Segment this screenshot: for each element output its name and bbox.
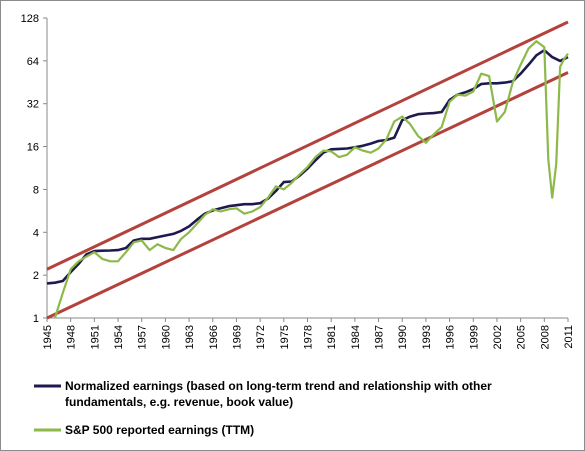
x-tick-label: 1963 <box>184 325 196 349</box>
y-tick-label: 32 <box>27 99 39 111</box>
y-tick-labels: 1 2 4 8 16 32 64 128 <box>21 13 39 325</box>
x-tick-label: 1954 <box>113 325 125 349</box>
x-tick-labels: 1945 1948 1951 1954 1957 1960 1963 1966 1969 1972… <box>42 325 575 349</box>
y-tick-label: 128 <box>21 13 39 25</box>
x-tick-label: 1999 <box>468 325 480 349</box>
y-tick-label: 16 <box>27 142 39 154</box>
x-tick-label: 1972 <box>255 325 267 349</box>
trend-lines <box>46 20 569 320</box>
trend-line-lower <box>46 71 569 320</box>
x-tick-label: 2005 <box>516 325 528 349</box>
y-tick-label: 2 <box>33 270 39 282</box>
x-tick-label: 1993 <box>421 325 433 349</box>
x-tick-label: 1948 <box>66 325 78 349</box>
series-lines <box>46 40 569 319</box>
x-tick-label: 2011 <box>563 325 575 349</box>
y-tick-label: 1 <box>33 313 39 325</box>
legend-label-sp500: S&P 500 reported earnings (TTM) <box>65 423 254 437</box>
trend-line-upper <box>46 20 569 271</box>
y-tick-label: 8 <box>33 184 39 196</box>
x-tick-label: 1975 <box>279 325 291 349</box>
x-tick-label: 1969 <box>231 325 243 349</box>
x-tick-label: 1966 <box>208 325 220 349</box>
x-tick-label: 1987 <box>374 325 386 349</box>
y-tick-label: 4 <box>33 227 39 239</box>
normalized-earnings-line <box>46 48 569 285</box>
x-tick-label: 1990 <box>397 325 409 349</box>
x-tick-label: 1978 <box>303 325 315 349</box>
legend-label-normalized: Normalized earnings (based on long-term … <box>65 379 495 409</box>
x-tick-label: 1951 <box>89 325 101 349</box>
x-tick-label: 1981 <box>326 325 338 349</box>
x-tick-label: 2008 <box>539 325 551 349</box>
x-tick-label: 2002 <box>492 325 504 349</box>
x-tick-label: 1996 <box>445 325 457 349</box>
x-tick-label: 1960 <box>160 325 172 349</box>
legend: Normalized earnings (based on long-term … <box>34 379 495 437</box>
x-tick-label: 1984 <box>350 325 362 349</box>
x-tick-label: 1957 <box>137 325 149 349</box>
x-tick-label: 1945 <box>42 325 54 349</box>
sp500-earnings-line <box>53 40 569 319</box>
y-tick-label: 64 <box>27 56 39 68</box>
